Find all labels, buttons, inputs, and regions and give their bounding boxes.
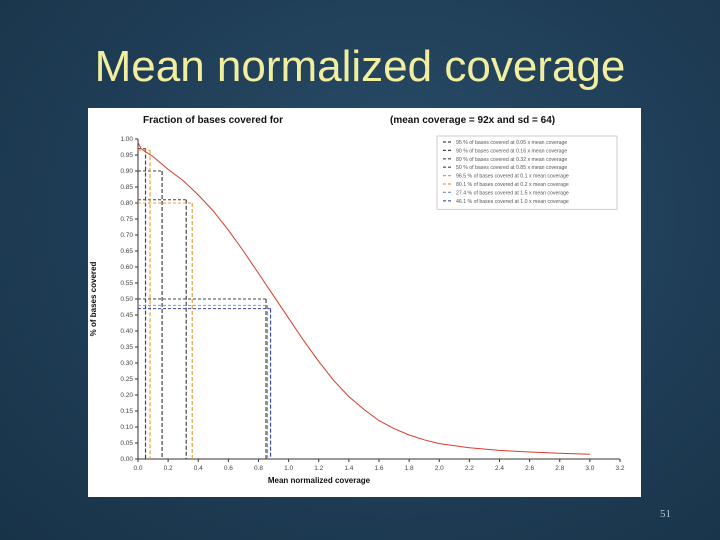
y-tick-label: 0.00 xyxy=(120,456,133,463)
x-tick-label: 2.4 xyxy=(495,465,504,472)
x-tick-label: 1.4 xyxy=(344,465,353,472)
y-tick-label: 0.25 xyxy=(120,376,133,383)
x-tick-label: 0.8 xyxy=(254,465,263,472)
y-tick-label: 0.65 xyxy=(120,248,133,255)
y-tick-label: 0.50 xyxy=(120,296,133,303)
legend-label: 80 % of bases covered at 0.32 x mean cov… xyxy=(456,157,567,163)
y-tick-label: 0.35 xyxy=(120,344,133,351)
legend-label: 95 % of bases covered at 0.05 x mean cov… xyxy=(456,140,567,146)
y-tick-label: 0.60 xyxy=(120,264,133,271)
x-tick-label: 2.6 xyxy=(525,465,534,472)
x-tick-label: 1.6 xyxy=(374,465,383,472)
y-tick-label: 0.10 xyxy=(120,424,133,431)
y-tick-label: 0.15 xyxy=(120,408,133,415)
x-tick-label: 2.2 xyxy=(465,465,474,472)
x-tick-label: 3.2 xyxy=(615,465,624,472)
y-tick-label: 0.75 xyxy=(120,216,133,223)
x-axis-label: Mean normalized coverage xyxy=(268,476,371,485)
legend-label: 50 % of bases covered at 0.85 x mean cov… xyxy=(456,165,567,171)
chart-title-left: Fraction of bases covered for xyxy=(143,115,283,126)
y-tick-label: 0.05 xyxy=(120,440,133,447)
legend-label: 27.4 % of bases covered at 1.5 x mean co… xyxy=(456,190,569,196)
y-axis-label: % of bases covered xyxy=(89,262,98,337)
x-tick-label: 1.2 xyxy=(314,465,323,472)
y-tick-label: 0.95 xyxy=(120,152,133,159)
coverage-chart: Fraction of bases covered for (mean cover… xyxy=(89,115,625,485)
chart-title-right: (mean coverage = 92x and sd = 64) xyxy=(390,115,555,126)
legend-label: 90 % of bases covered at 0.16 x mean cov… xyxy=(456,148,567,154)
y-tick-label: 0.40 xyxy=(120,328,133,335)
slide-title: Mean normalized coverage xyxy=(94,42,626,91)
x-tick-label: 0.2 xyxy=(164,465,173,472)
y-tick-label: 0.70 xyxy=(120,232,133,239)
slide-number: 51 xyxy=(660,508,671,520)
x-tick-label: 3.0 xyxy=(585,465,594,472)
y-tick-label: 0.55 xyxy=(120,280,133,287)
legend-box xyxy=(436,135,618,210)
x-tick-label: 1.0 xyxy=(284,465,293,472)
y-tick-label: 0.80 xyxy=(120,200,133,207)
x-tick-label: 2.8 xyxy=(555,465,564,472)
legend-label: 46.1 % of bases covered at 1.0 x mean co… xyxy=(456,199,569,205)
legend-label: 96.5 % of bases covered at 0.1 x mean co… xyxy=(456,174,569,180)
series-line-0 xyxy=(137,141,590,455)
y-tick-label: 0.85 xyxy=(120,184,133,191)
y-tick-label: 0.90 xyxy=(120,168,133,175)
x-tick-label: 0.6 xyxy=(224,465,233,472)
legend-label: 80.1 % of bases covered at 0.2 x mean co… xyxy=(456,182,569,188)
y-tick-label: 0.20 xyxy=(120,392,133,399)
x-tick-label: 2.0 xyxy=(435,465,444,472)
x-tick-label: 0.0 xyxy=(133,465,142,472)
x-tick-label: 1.8 xyxy=(405,465,414,472)
chart-panel: Fraction of bases covered for (mean cover… xyxy=(88,108,641,497)
x-tick-label: 0.4 xyxy=(194,465,203,472)
y-tick-label: 1.00 xyxy=(120,136,133,143)
y-tick-label: 0.45 xyxy=(120,312,133,319)
y-tick-label: 0.30 xyxy=(120,360,133,367)
